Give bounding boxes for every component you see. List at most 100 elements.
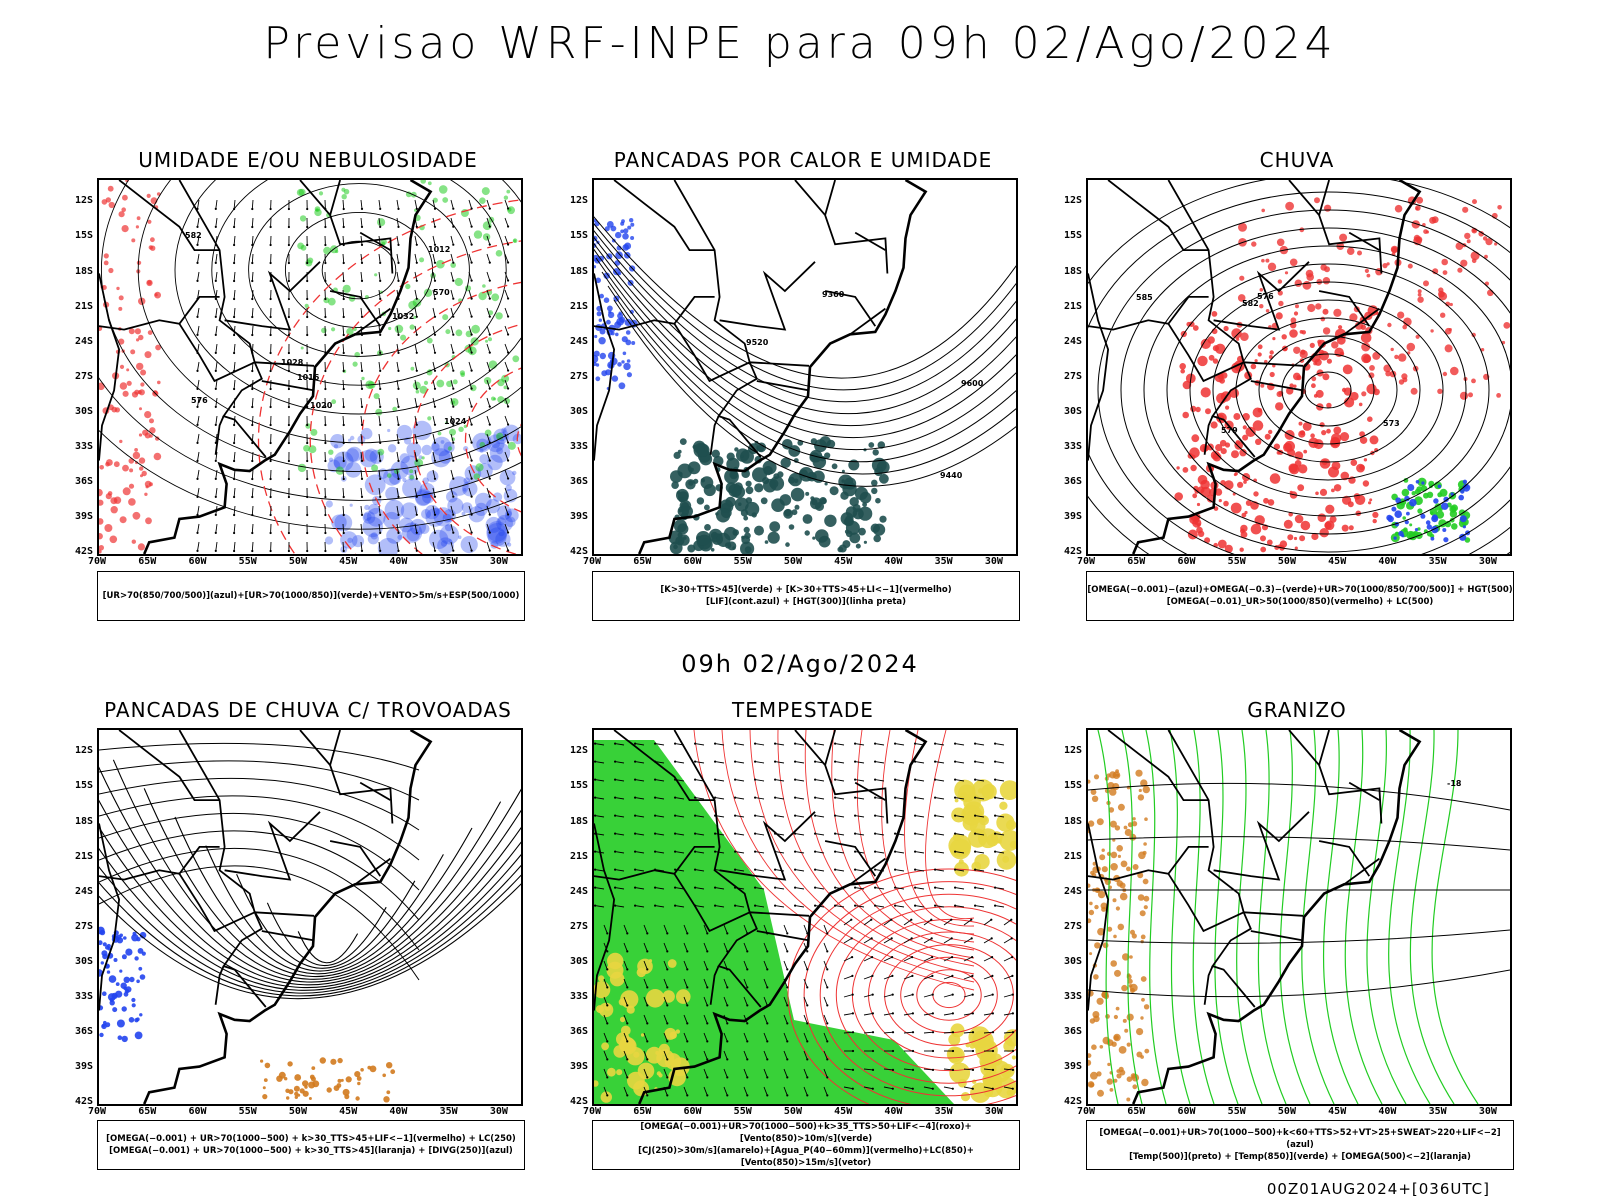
panel-3-lat-tick-3: 21S [1063, 300, 1082, 312]
panel-1-arrow-409 [379, 279, 382, 282]
panel-5-yellow-cell-36 [616, 1069, 623, 1076]
panel-3-red2-cell-37 [1383, 364, 1392, 373]
panel-6-orange-cell-117 [1143, 1004, 1150, 1010]
panel-1-arrow-82 [233, 217, 236, 228]
panel-2-lon-tick-2: 60W [683, 556, 702, 567]
panel-1-arrow-646 [486, 253, 491, 263]
panel-4-orange-cell-2 [294, 1074, 302, 1081]
panel-1-green-cell-95 [412, 381, 421, 390]
panel-6-border-11 [1343, 857, 1380, 886]
panel-3-red2-cell-48 [1398, 379, 1405, 385]
panel-2-teal-cell-79 [769, 521, 781, 532]
panel-5-arrow-202 [695, 761, 705, 764]
panel-5-arrow-521 [854, 742, 857, 745]
panel-5-arrow-675 [931, 1049, 935, 1053]
panel-3-border-11 [1343, 307, 1380, 336]
panel-3-red2-cell-58 [1264, 359, 1268, 364]
panel-3-red-cell-271 [1182, 467, 1189, 473]
panel-5-arrow-308 [743, 996, 748, 1006]
panel-1-arrow-701 [507, 387, 510, 390]
panel-1-green-cell-138 [310, 428, 318, 436]
panel-1-arrow-619 [470, 369, 473, 372]
panel-4-lat-tick-6: 30S [74, 955, 93, 967]
panel-5-arrow-194 [683, 1050, 688, 1060]
panel-4-blue-cell-46 [116, 1019, 125, 1028]
panel-3-red-cell-75 [1298, 421, 1303, 426]
panel-1-arrow-77 [214, 531, 217, 534]
panel-3-red-cell-15 [1302, 421, 1312, 431]
panel-1-arrow-586 [450, 433, 454, 443]
panel-5-arrow-397 [786, 1076, 789, 1079]
panel-6-orange-cell-128 [1144, 1048, 1150, 1054]
panel-3-lat-tick-2: 18S [1063, 265, 1082, 277]
panel-2-lat-tick-4: 24S [569, 335, 588, 347]
panel-5-arrow-805 [994, 778, 997, 781]
panel-5-arrow-358 [763, 1086, 768, 1096]
panel-5-arrow-127 [654, 796, 657, 799]
panel-2-teal-cell-185 [805, 491, 810, 496]
panel-5-arrow-323 [754, 760, 757, 763]
panel-6-orange-cell-76 [1094, 942, 1101, 949]
panel-1-arrow-107 [233, 441, 236, 445]
panel-1-arrow-647 [488, 261, 491, 264]
panel-5-arrow-161 [674, 742, 677, 745]
panel-1-arrow-231 [287, 477, 290, 481]
panel-4-blue-cell-22 [123, 991, 129, 997]
panel-3-red2-cell-100 [1260, 383, 1265, 388]
panel-1-arrow-609 [470, 279, 473, 282]
panel-5-arrow-114 [643, 1050, 648, 1060]
panel-5-arrow-48 [615, 815, 625, 818]
panel-4-orange-cell-26 [390, 1069, 396, 1075]
panel-5-arrow-366 [775, 797, 785, 800]
panel-5-arrow-530 [855, 833, 865, 836]
panel-3-red-cell-173 [1253, 491, 1259, 497]
panel-6-orange-cell-53 [1114, 825, 1121, 831]
panel-2-teal-cell-124 [677, 523, 689, 535]
panel-5-arrow-285 [734, 778, 737, 781]
panel-5-arrow-224 [703, 960, 708, 970]
panel-1-arrow-690 [504, 289, 509, 299]
panel-1-arrow-712 [504, 487, 509, 497]
panel-1-contour-label-8: 582 [185, 231, 202, 240]
panel-5-border-10 [756, 930, 810, 942]
panel-5-arrow-22 [603, 942, 608, 952]
panel-5-arrow-800 [995, 743, 1005, 746]
panel-1-arrow-444 [396, 235, 399, 245]
panel-5-arrow-404 [795, 779, 805, 782]
panel-3-red2-cell-68 [1324, 204, 1332, 212]
panel-1-border-2 [99, 296, 220, 331]
panel-3-red2-cell-83 [1331, 341, 1339, 349]
panel-1-red-cell-22 [128, 458, 135, 464]
panel-1-arrow-466 [396, 433, 399, 443]
panel-5-arrow-789 [991, 993, 994, 996]
panel-3-red-cell-242 [1279, 540, 1288, 548]
panel-3-red2-cell-98 [1293, 346, 1301, 354]
panel-6-orange-cell-71 [1119, 892, 1128, 901]
panel-5-arrow-682 [935, 761, 945, 764]
panel-3-red2-cell-7 [1455, 242, 1464, 250]
panel-1-arrow-495 [415, 333, 418, 336]
panel-4-blue-cell-27 [121, 954, 127, 960]
panel-1-arrow-527 [433, 261, 437, 264]
panel-5-arrow-143 [666, 950, 669, 953]
panel-1-arrow-708 [504, 451, 509, 461]
panel-5-arrow-290 [735, 833, 745, 836]
panel-6-orange-cell-143 [1141, 1078, 1149, 1087]
panel-5-arrow-391 [786, 1022, 789, 1025]
panel-5-arrow-586 [883, 975, 893, 980]
panel-4-blue-cell-61 [120, 982, 127, 989]
panel-4-border-8 [329, 730, 341, 766]
panel-1-arrow-472 [396, 487, 399, 497]
panel-1-arrow-359 [342, 549, 345, 553]
panel-1-blue-cell-122 [485, 516, 502, 533]
panel-5-arrow-440 [815, 743, 825, 746]
panel-5-arrow-474 [823, 1050, 828, 1060]
panel-5-arrow-87 [634, 796, 637, 799]
panel-6-orange-cell-124 [1143, 905, 1148, 910]
panel-5-arrow-76 [623, 1068, 628, 1078]
panel-5-arrow-782 [983, 938, 992, 944]
panel-1-arrow-673 [488, 495, 491, 498]
panel-2-blue-cell-17 [599, 352, 606, 360]
panel-5-arrow-294 [735, 869, 745, 872]
panel-3-green-cell-39 [1411, 491, 1416, 496]
